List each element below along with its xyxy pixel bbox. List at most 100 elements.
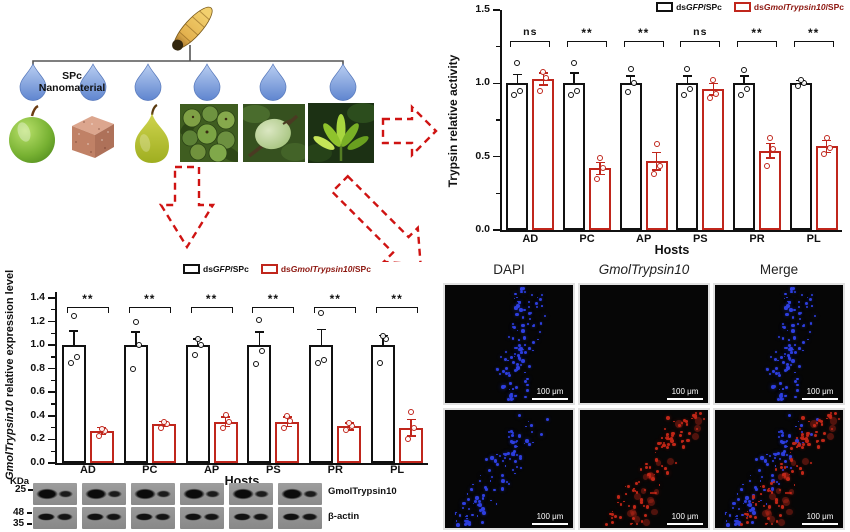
fluorescence-dot xyxy=(520,290,523,294)
fluorescence-dot xyxy=(671,431,675,436)
fluorescence-dot xyxy=(529,311,533,315)
fluorescence-dot xyxy=(535,306,538,309)
fluorescence-dot xyxy=(658,484,661,486)
fluorescence-dot xyxy=(734,515,737,518)
fluorescence-dot xyxy=(524,371,526,374)
sig-bracket xyxy=(314,307,357,314)
fluorescence-dot xyxy=(785,440,788,443)
fluorescence-dot xyxy=(695,412,698,415)
fluorescence-dot xyxy=(703,418,705,421)
fluorescence-dot xyxy=(791,359,795,363)
fluorescence-dot xyxy=(611,510,614,513)
fluorescence-dot xyxy=(775,501,778,504)
fluorescence-dot xyxy=(523,442,526,445)
data-point xyxy=(287,417,294,424)
fluorescence-dot xyxy=(518,456,523,461)
fluorescence-dot xyxy=(784,352,786,355)
fluorescence-dot xyxy=(466,518,468,520)
fluorescence-dot xyxy=(514,306,518,310)
fluorescence-dot xyxy=(523,291,526,294)
data-point xyxy=(135,342,142,349)
fluorescence-dot xyxy=(725,511,727,514)
sig-bracket xyxy=(66,307,109,314)
bar xyxy=(619,83,642,230)
x-tick-label: PL xyxy=(806,233,821,245)
error-cap xyxy=(708,82,718,85)
fluorescence-dot xyxy=(686,438,690,443)
legend: dsGFP/SPc dsGmolTrypsin10/SPc xyxy=(656,2,844,12)
fluorescence-dot xyxy=(661,437,663,439)
error-cap xyxy=(595,161,605,164)
fluorescence-dot xyxy=(489,480,492,482)
fluorescence-dot xyxy=(522,335,527,340)
host-image-plant-shoot xyxy=(308,103,374,163)
fluorescence-dot xyxy=(777,519,785,526)
fluorescence-dot xyxy=(466,493,469,495)
fluorescence-dot xyxy=(797,420,800,423)
fluorescence-dot xyxy=(777,335,780,338)
data-point xyxy=(537,87,544,94)
host-image-artificial-diet-cube xyxy=(72,116,114,158)
fluorescence-dot xyxy=(802,458,809,466)
fluorescence-dot xyxy=(516,366,520,370)
fluorescence-dot xyxy=(518,455,522,459)
scale-bar-label: 100 μm xyxy=(806,511,834,521)
fluorescence-dot xyxy=(792,287,796,291)
x-axis xyxy=(500,230,842,232)
fluorescence-dot xyxy=(822,431,827,436)
fluorescence-dot xyxy=(786,353,790,357)
ladder-dash xyxy=(27,512,32,514)
data-point xyxy=(219,424,226,431)
blot-panel xyxy=(229,507,273,529)
data-point xyxy=(764,162,770,169)
fluorescence-dot xyxy=(782,472,786,476)
fluorescence-dot xyxy=(763,459,768,463)
error-bar xyxy=(769,143,771,159)
x-tick-label: AP xyxy=(203,464,220,476)
fluorescence-dot xyxy=(785,466,789,469)
fluorescence-dot xyxy=(786,454,789,457)
fluorescence-dot xyxy=(454,513,457,515)
fluorescence-dot xyxy=(778,514,782,518)
fluorescence-dot xyxy=(732,501,737,506)
sig-bracket xyxy=(793,40,834,47)
fluorescence-dot xyxy=(504,366,509,371)
fluorescence-dot xyxy=(482,510,486,515)
fluorescence-dot xyxy=(774,351,777,353)
data-point xyxy=(284,412,291,419)
fluorescence-dot xyxy=(795,425,798,428)
data-point xyxy=(253,360,260,367)
fluorescence-dot xyxy=(769,355,773,358)
data-point xyxy=(744,86,750,93)
error-cap xyxy=(682,75,692,77)
data-point xyxy=(823,134,830,141)
fluorescence-dot xyxy=(758,500,760,502)
fluorescence-dot xyxy=(649,491,652,494)
fluorescence-dot xyxy=(736,515,738,517)
scale-bar: 100 μm xyxy=(667,512,703,525)
blot-panel xyxy=(229,483,273,505)
microscopy-image: 100 μm xyxy=(578,283,710,405)
fluorescence-dot xyxy=(462,501,467,506)
fluorescence-dot xyxy=(830,412,833,415)
fluorescence-dot xyxy=(733,523,738,527)
fluorescence-dot xyxy=(670,436,674,440)
fluorescence-dot xyxy=(651,508,659,516)
fluorescence-dot xyxy=(620,504,623,507)
y-axis xyxy=(500,10,502,232)
error-cap xyxy=(538,84,548,86)
fluorescence-dot xyxy=(782,469,785,472)
fluorescence-dot xyxy=(784,292,787,295)
y-axis-label: Trypsin relative activity xyxy=(446,54,460,188)
data-point xyxy=(597,155,603,162)
error-cap xyxy=(97,433,107,436)
fluorescence-dot xyxy=(518,414,521,417)
fluorescence-dot xyxy=(538,330,542,333)
ladder-dash xyxy=(28,489,33,491)
fluorescence-dot xyxy=(820,423,824,426)
fluorescence-dot xyxy=(782,361,785,364)
fluorescence-dot xyxy=(483,485,487,489)
fluorescence-dot xyxy=(694,424,702,432)
error-cap xyxy=(739,75,749,77)
fluorescence-dot xyxy=(794,395,797,399)
